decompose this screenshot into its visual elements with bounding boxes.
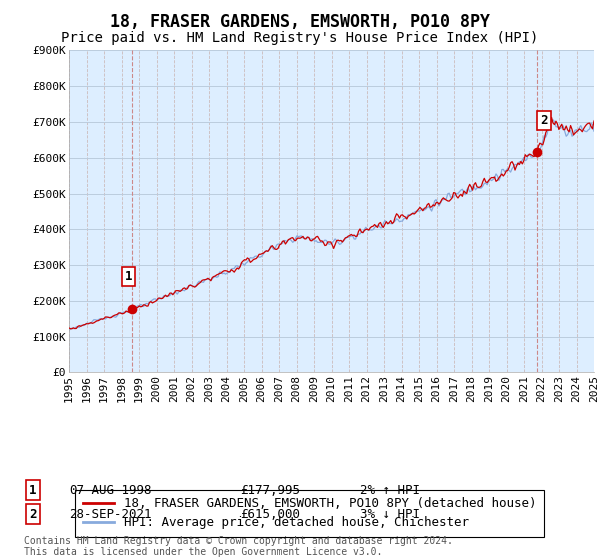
Text: Price paid vs. HM Land Registry's House Price Index (HPI): Price paid vs. HM Land Registry's House … [61,31,539,45]
Legend: 18, FRASER GARDENS, EMSWORTH, PO10 8PY (detached house), HPI: Average price, det: 18, FRASER GARDENS, EMSWORTH, PO10 8PY (… [75,490,544,537]
Text: 28-SEP-2021: 28-SEP-2021 [69,507,151,521]
Text: £177,995: £177,995 [240,483,300,497]
Text: 2: 2 [29,507,37,521]
Text: £615,000: £615,000 [240,507,300,521]
Text: 18, FRASER GARDENS, EMSWORTH, PO10 8PY: 18, FRASER GARDENS, EMSWORTH, PO10 8PY [110,13,490,31]
Text: 07-AUG-1998: 07-AUG-1998 [69,483,151,497]
Text: 3% ↓ HPI: 3% ↓ HPI [360,507,420,521]
Text: 1: 1 [125,270,132,283]
Text: Contains HM Land Registry data © Crown copyright and database right 2024.
This d: Contains HM Land Registry data © Crown c… [24,535,453,557]
Text: 1: 1 [29,483,37,497]
Text: 2% ↑ HPI: 2% ↑ HPI [360,483,420,497]
Text: 2: 2 [541,114,548,127]
